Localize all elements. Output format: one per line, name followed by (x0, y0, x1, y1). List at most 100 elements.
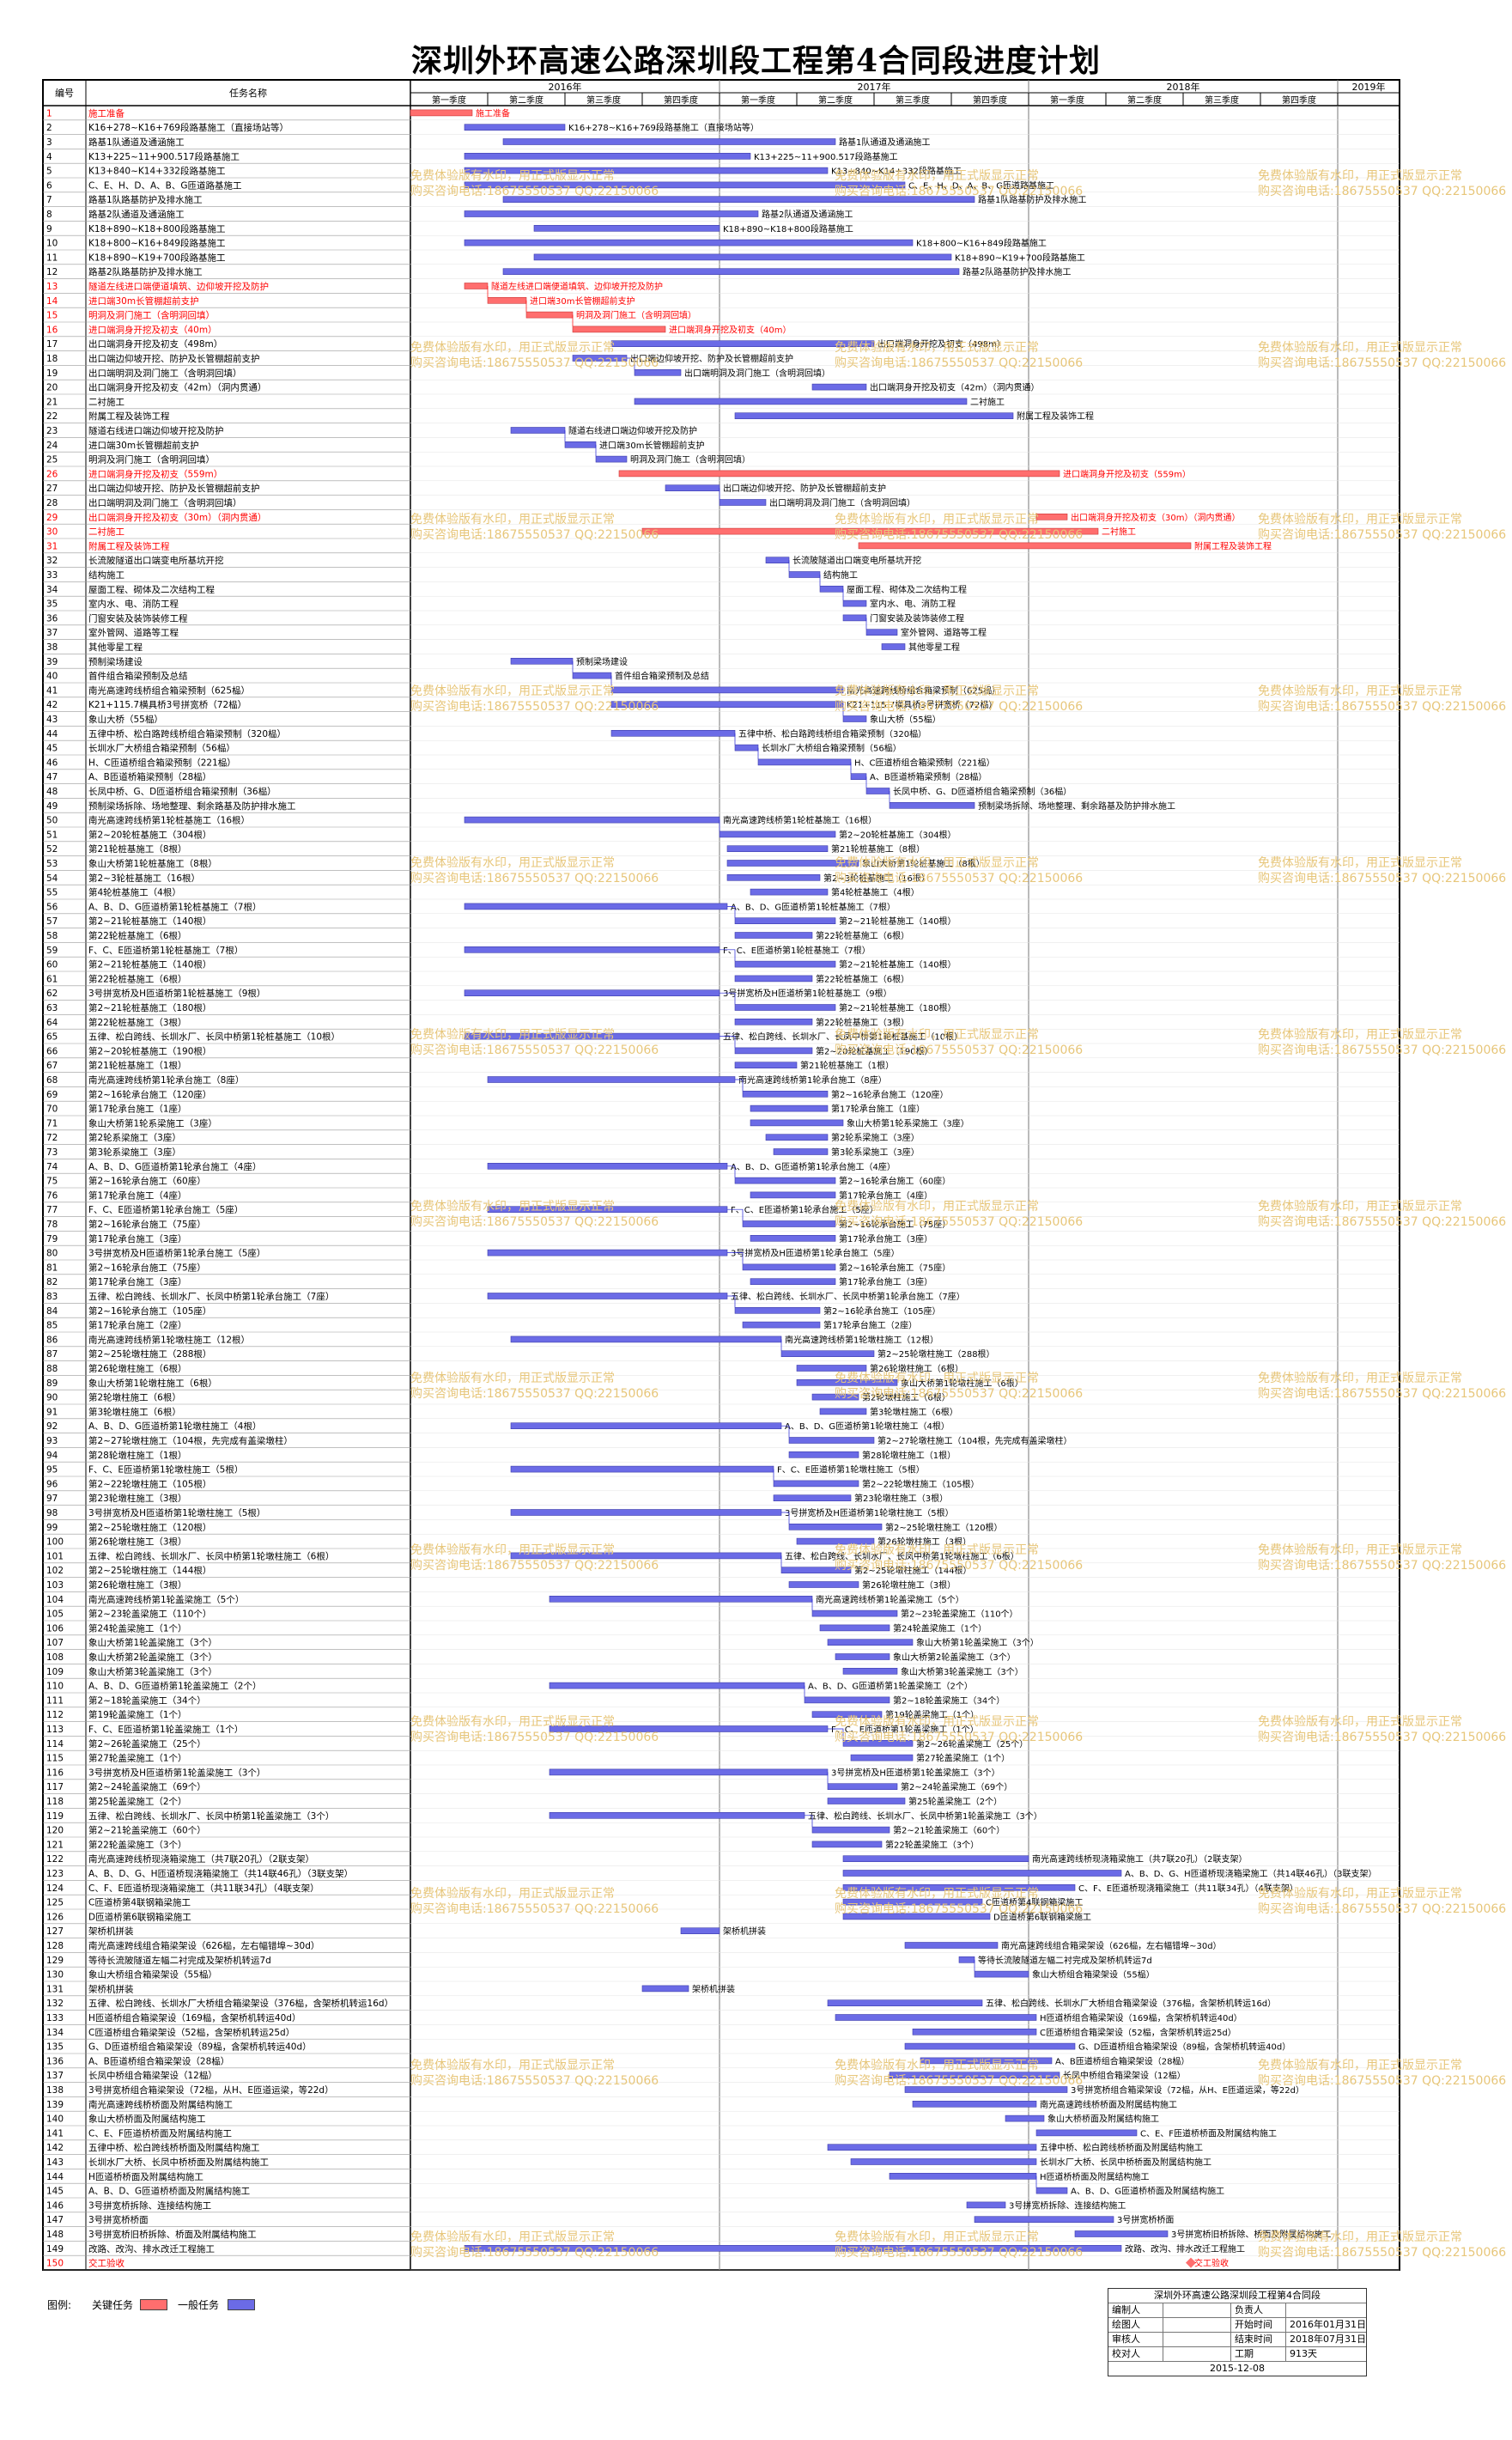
task-bar (487, 1249, 728, 1257)
task-name: 五律、松白跨线、长圳水厂、长凤中桥第1轮承台施工（7座） (88, 1291, 334, 1302)
bar-label: K16+278~K16+769段路基施工（直接场站等） (568, 122, 759, 133)
task-bar (510, 1552, 782, 1560)
task-name: 出口端明洞及洞门施工（含明洞回填） (88, 368, 242, 379)
task-bar (502, 138, 836, 145)
task-id: 40 (46, 672, 58, 682)
bar-label: 象山大桥第2轮盖梁施工（3个） (893, 1652, 1016, 1663)
bar-label: 出口端明洞及洞门施工（含明洞回填） (684, 368, 830, 379)
task-name: K21+115.7横具桥3号拼宽桥（72榀） (88, 699, 246, 710)
bar-label: 第17轮承台施工（4座） (839, 1190, 932, 1201)
task-bar (850, 773, 867, 781)
task-bar (765, 557, 790, 564)
bar-label: 长凤中桥组合箱梁架设（12榀） (1063, 2070, 1186, 2081)
bar-label: 第17轮承台施工（2座） (823, 1320, 917, 1331)
quarter-label: 第四季度 (1282, 94, 1316, 106)
task-name: 首件组合箱梁预制及总结 (88, 671, 188, 682)
task-id: 84 (46, 1306, 58, 1317)
task-bar (788, 1437, 875, 1444)
bar-label: 第21轮桩基施工（8根） (831, 843, 925, 855)
task-bar (680, 1927, 720, 1934)
task-bar (765, 1134, 829, 1141)
task-id: 142 (46, 2143, 64, 2153)
task-name: 3号拼宽桥组合箱梁架设（72榀，从H、E匝道运梁，等22d） (88, 2084, 334, 2096)
task-name: 第2~24轮盖梁施工（69个） (88, 1781, 206, 1792)
task-bar (734, 1177, 836, 1184)
task-name: 第17轮承台施工（3座） (88, 1233, 187, 1244)
task-name: C匝道桥组合箱梁架设（52榀，含架桥机转运25d） (88, 2027, 295, 2038)
task-id: 134 (46, 2028, 64, 2038)
task-id: 60 (46, 960, 58, 971)
bar-label: H匝道桥组合箱梁架设（169榀，含架桥机转运40d） (1040, 2012, 1242, 2023)
task-name: 出口端明洞及洞门施工（含明洞回填） (88, 497, 242, 508)
task-bar (634, 398, 968, 405)
task-id: 89 (46, 1378, 58, 1389)
task-bar (850, 1754, 914, 1762)
task-bar (734, 960, 836, 968)
bar-label: 路基2队通道及通涵施工 (762, 209, 853, 220)
task-bar (842, 715, 867, 722)
task-name: 五律、松白跨线、长圳水厂、长凤中桥第1轮盖梁施工（3个） (88, 1810, 334, 1822)
task-bar (842, 1884, 1076, 1891)
task-bar (780, 1567, 852, 1573)
task-bar (796, 1537, 875, 1545)
bar-label: A、B、D、G匝道桥第1轮盖梁施工（2个） (808, 1681, 973, 1692)
task-name: 进口端洞身开挖及初支（559m） (88, 468, 222, 479)
bar-label: 3号拼宽桥旧桥拆除、桥面及附属结构施工 (1171, 2229, 1331, 2240)
task-bar (464, 2245, 1122, 2252)
bar-label: 架桥机拼装 (692, 1983, 735, 1994)
task-id: 94 (46, 1451, 58, 1461)
info-cell: 校对人 (1108, 2347, 1163, 2361)
task-id: 104 (46, 1595, 64, 1605)
task-name: 第2~22轮墩柱施工（105根） (88, 1478, 211, 1489)
dependency-link (727, 1252, 744, 1264)
task-bar (920, 2057, 1053, 2065)
task-bar (850, 2158, 1037, 2165)
task-bar (858, 542, 1192, 550)
dependency-link (727, 1165, 736, 1178)
task-bar (487, 1206, 728, 1213)
task-name: A、B、D、G匝道桥第1轮桩基施工（7根） (88, 901, 261, 912)
task-name: 第17轮承台施工（4座） (88, 1190, 187, 1201)
task-name: A、B、D、G、H匝道桥现浇箱梁施工（共14联46孔）（3联支架） (88, 1868, 353, 1879)
bar-label: 附属工程及装饰工程 (1194, 540, 1272, 551)
task-name: 3号拼宽桥及H匝道桥第1轮盖梁施工（3个） (88, 1767, 265, 1778)
task-name: 第24轮盖梁施工（1个） (88, 1622, 187, 1634)
task-name: K13+225~11+900.517段路基施工 (88, 151, 240, 162)
task-id: 93 (46, 1436, 58, 1446)
task-bar (1035, 513, 1068, 520)
bar-label: 出口端洞身开挖及初支（30m）（洞内贯通） (1071, 512, 1240, 523)
task-id: 116 (46, 1768, 64, 1778)
task-name: K18+890~K19+700段路基施工 (88, 252, 225, 263)
task-name: 南光高速跨线桥第1轮承台施工（8座） (88, 1074, 244, 1086)
task-id: 100 (46, 1537, 64, 1548)
task-bar (811, 1393, 859, 1401)
bar-label: 五律、松白跨线、长圳水厂大桥组合箱梁架设（376榀，含架桥机转运16d） (986, 1998, 1276, 2009)
task-name: 第2~25轮墩柱施工（120根） (88, 1522, 211, 1533)
task-name: 室内水、电、消防工程 (88, 599, 179, 610)
task-id: 44 (46, 729, 58, 739)
task-id: 20 (46, 383, 58, 393)
task-bar (533, 224, 720, 232)
task-bar (904, 2042, 1076, 2050)
task-id: 68 (46, 1075, 58, 1086)
quarter-label: 第四季度 (664, 94, 698, 106)
bar-label: 第2~16轮承台施工（105座） (823, 1305, 941, 1317)
task-bar (726, 873, 821, 881)
bar-label: 第2~18轮盖梁施工（34个） (893, 1695, 1005, 1706)
task-name: 第23轮墩柱施工（3根） (88, 1493, 187, 1504)
dependency-link (828, 1728, 844, 1741)
bar-label: 第2~27轮墩柱施工（104根，先完成有盖梁墩柱） (877, 1435, 1072, 1446)
task-name: 象山大桥（55榀） (88, 714, 163, 725)
task-id: 107 (46, 1638, 64, 1648)
task-name: 第2轮墩柱施工（6根） (88, 1392, 181, 1403)
task-id: 56 (46, 902, 58, 912)
task-name: 第2~21轮桩基施工（140根） (88, 916, 211, 927)
task-bar (757, 758, 852, 766)
task-name: A、B、D、G匝道桥桥面及附属结构施工 (88, 2186, 250, 2197)
bar-label: 第22轮桩基施工（6根） (816, 930, 909, 941)
task-name: 室外管网、道路等工程 (88, 627, 179, 638)
task-name: F、C、E匝道桥第1轮盖梁施工（1个） (88, 1724, 243, 1735)
task-bar (796, 1365, 867, 1372)
bar-label: 进口端30m长管棚超前支护 (530, 295, 635, 307)
